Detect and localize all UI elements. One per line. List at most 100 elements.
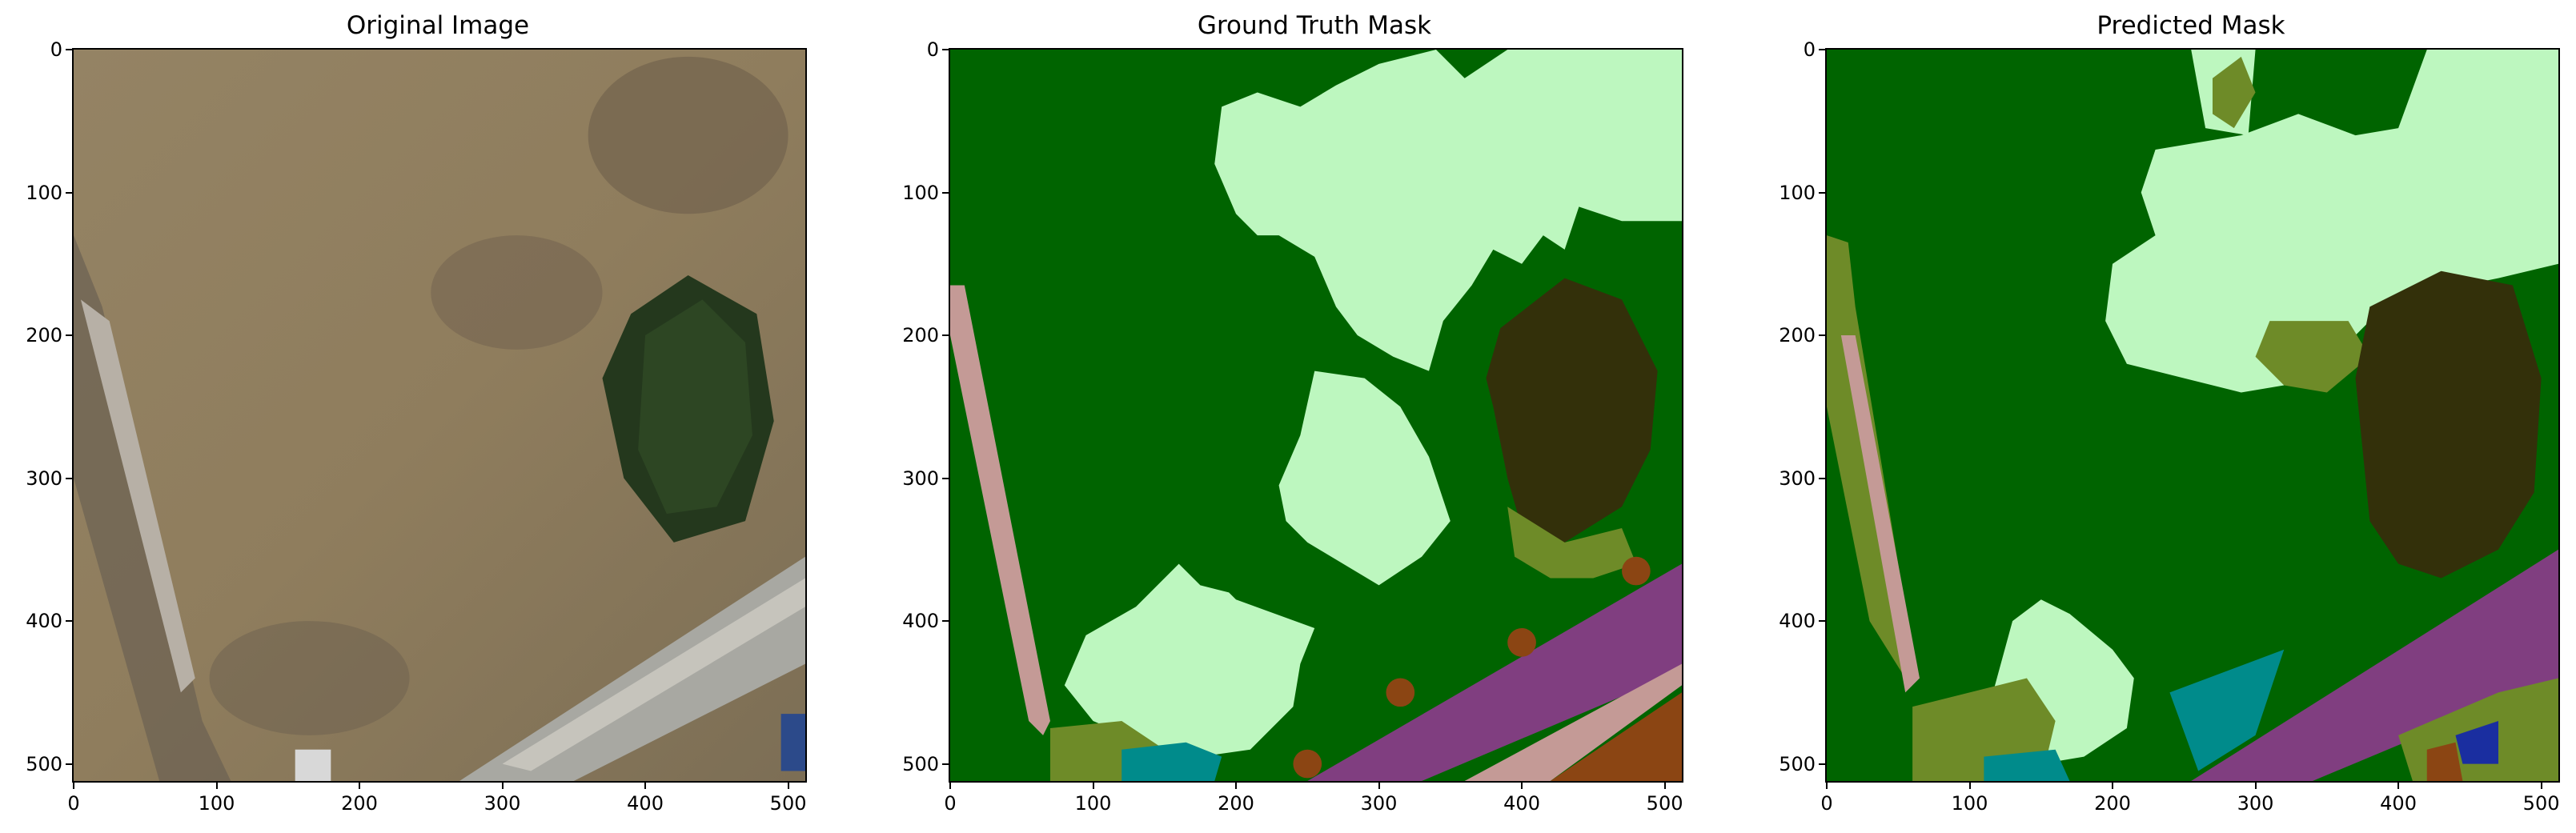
x-tick-label: 0 [1820,792,1833,815]
ground-truth-plot [949,48,1683,783]
x-tick-label: 300 [484,792,521,815]
y-tick-label: 100 [1779,181,1816,204]
evergreen-highlight [638,299,752,515]
gt-tree-center [1278,370,1451,586]
y-tick-mark [942,620,949,623]
panel-original-image: Original Image [48,0,849,833]
y-tick-label: 100 [902,181,939,204]
x-tick-label: 300 [1360,792,1398,815]
pred-path-region [1840,335,1920,693]
x-tick-mark [2112,783,2114,789]
x-tick-mark [2254,783,2257,789]
y-tick-mark [66,477,72,479]
y-tick-label: 500 [1779,752,1816,775]
gt-post-3 [1622,556,1651,586]
x-tick-mark [1521,783,1523,789]
y-tick-mark [1819,191,1825,194]
pred-tree-cluster-top [2105,50,2558,393]
dirt-path [80,299,195,693]
x-tick-label: 400 [1503,792,1540,815]
predicted-canvas [1827,50,2558,781]
y-tick-label: 300 [26,467,62,490]
y-tick-mark [942,334,949,337]
y-tick-label: 100 [26,181,62,204]
y-tick-mark [942,191,949,194]
y-tick-label: 200 [26,324,62,347]
x-tick-mark [215,783,218,789]
x-tick-label: 200 [341,792,378,815]
x-tick-label: 400 [627,792,664,815]
pred-olive-top [2212,56,2256,129]
y-tick-label: 0 [926,38,939,61]
gt-olive-region [1507,507,1636,579]
x-tick-label: 100 [1951,792,1988,815]
x-tick-mark [949,783,951,789]
gt-evergreen-region [1486,278,1658,543]
pred-teal-bottom [1984,749,2070,781]
gt-tree-bottom-left [1064,563,1315,757]
x-tick-label: 200 [2094,792,2131,815]
y-tick-mark [942,49,949,50]
gt-wall-edge [1464,663,1682,781]
y-tick-mark [1819,477,1825,479]
panel-title: Predicted Mask [2097,11,2285,40]
y-tick-mark [1819,763,1825,765]
panel-predicted: Predicted Mask [1801,0,2576,833]
predicted-plot [1825,48,2560,783]
x-tick-label: 0 [67,792,80,815]
bare-tree-top-right [588,56,788,214]
y-tick-label: 300 [1779,467,1816,490]
x-tick-mark [1378,783,1380,789]
y-tick-mark [1819,334,1825,337]
x-tick-mark [2397,783,2400,789]
y-tick-mark [66,620,72,623]
x-tick-mark [1968,783,1971,789]
gt-path-region [950,285,1050,735]
x-tick-mark [1235,783,1238,789]
gt-teal-region [1121,742,1222,781]
y-tick-mark [66,191,72,194]
x-tick-mark [2540,783,2542,789]
x-tick-label: 100 [1074,792,1112,815]
x-tick-label: 400 [2380,792,2417,815]
x-tick-mark [1663,783,1666,789]
gt-post-1 [1386,678,1415,707]
y-tick-mark [942,477,949,479]
y-tick-mark [66,49,72,50]
y-tick-label: 0 [1803,38,1816,61]
x-tick-label: 200 [1218,792,1254,815]
x-tick-mark [1092,783,1094,789]
gt-post-2 [1507,627,1536,657]
y-tick-label: 400 [26,610,62,633]
y-tick-mark [1819,620,1825,623]
gt-wall-region [1307,563,1682,781]
gt-post-4 [1293,749,1322,779]
pred-olive-center [2255,321,2370,393]
x-tick-label: 500 [1646,792,1683,815]
pred-blue-region [2455,721,2499,764]
panel-title: Original Image [346,11,530,40]
y-tick-label: 500 [26,752,62,775]
x-tick-label: 0 [944,792,957,815]
bare-shrub-bottom [209,621,410,735]
x-tick-label: 300 [2237,792,2274,815]
blue-object [780,714,805,771]
ground-truth-canvas [950,50,1682,781]
y-tick-mark [1819,49,1825,50]
wall-highlight [502,578,805,771]
x-tick-label: 500 [769,792,807,815]
panel-title: Ground Truth Mask [1197,11,1432,40]
x-tick-mark [644,783,647,789]
bare-shrub-center [431,235,603,350]
original-image-plot [72,48,807,783]
x-tick-mark [501,783,504,789]
x-tick-mark [73,783,74,789]
original-image-canvas [74,50,805,781]
y-tick-label: 400 [902,610,939,633]
y-tick-mark [66,763,72,765]
pred-wall-region [2191,549,2558,781]
gt-brown-region [1550,692,1682,781]
y-tick-label: 300 [902,467,939,490]
panel-ground-truth: Ground Truth Mask [925,0,1725,833]
y-tick-mark [66,334,72,337]
